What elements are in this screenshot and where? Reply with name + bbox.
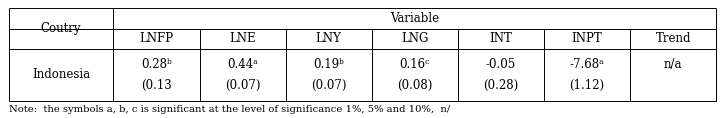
Text: -7.68ᵃ: -7.68ᵃ bbox=[570, 58, 605, 71]
Text: (1.12): (1.12) bbox=[570, 79, 605, 92]
Text: (0.13: (0.13 bbox=[141, 79, 172, 92]
Text: -0.05: -0.05 bbox=[486, 58, 516, 71]
Text: Trend: Trend bbox=[655, 32, 691, 45]
Text: 0.19ᵇ: 0.19ᵇ bbox=[313, 58, 344, 71]
Text: INPT: INPT bbox=[572, 32, 602, 45]
Text: LNY: LNY bbox=[316, 32, 341, 45]
Text: n/a: n/a bbox=[664, 58, 682, 71]
Text: Note:  the symbols a, b, c is significant at the level of significance 1%, 5% an: Note: the symbols a, b, c is significant… bbox=[9, 105, 450, 114]
Text: Coutry: Coutry bbox=[41, 22, 81, 35]
Text: LNG: LNG bbox=[401, 32, 428, 45]
Text: (0.08): (0.08) bbox=[397, 79, 433, 92]
Text: 0.28ᵇ: 0.28ᵇ bbox=[141, 58, 172, 71]
Text: Indonesia: Indonesia bbox=[32, 68, 90, 82]
Text: Variable: Variable bbox=[390, 12, 439, 25]
Text: INT: INT bbox=[489, 32, 513, 45]
Text: 0.44ᵃ: 0.44ᵃ bbox=[227, 58, 258, 71]
Text: LNFP: LNFP bbox=[139, 32, 173, 45]
Text: 0.16ᶜ: 0.16ᶜ bbox=[399, 58, 430, 71]
Text: (0.07): (0.07) bbox=[311, 79, 347, 92]
Text: (0.28): (0.28) bbox=[484, 79, 518, 92]
Text: (0.07): (0.07) bbox=[225, 79, 260, 92]
Text: LNE: LNE bbox=[229, 32, 256, 45]
